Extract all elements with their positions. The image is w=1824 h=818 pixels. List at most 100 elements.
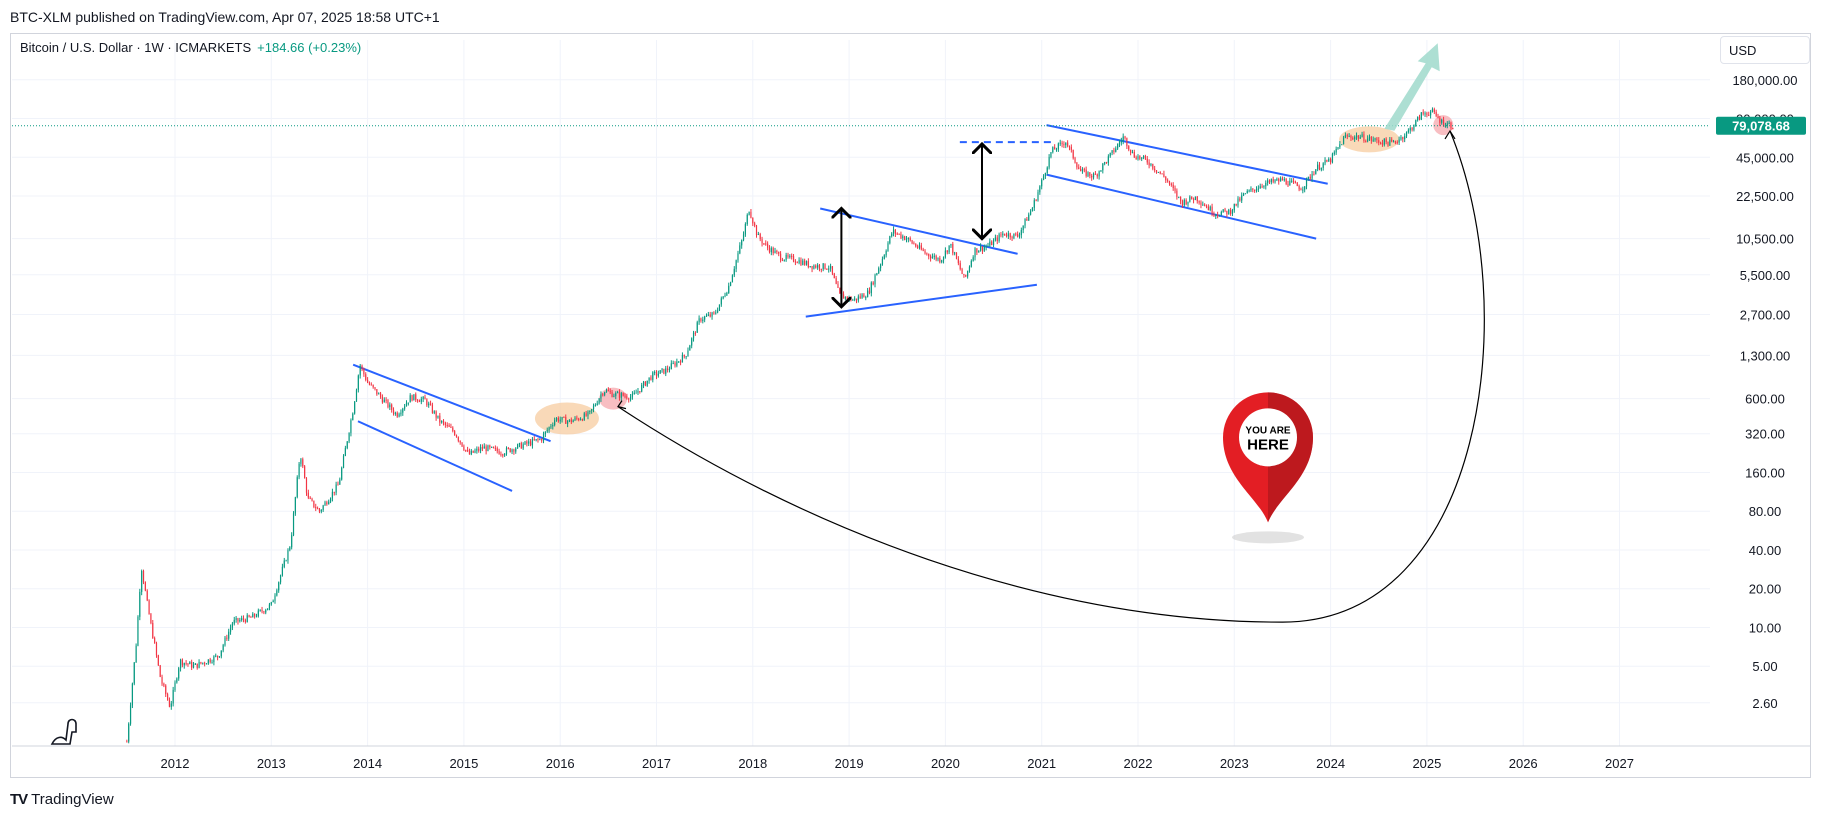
candle-body [183,662,185,666]
x-tick-label: 2024 [1316,756,1345,771]
time-axis: 2012 2013 2014 2015 2016 2017 2018 2019 2020 2021… [12,745,1810,771]
candle-body [802,260,804,265]
candle-body [1291,180,1293,182]
candle-body [842,294,845,299]
candle-body [387,400,389,408]
candle-body [948,245,950,253]
y-tick-label: 2.60 [1752,696,1777,711]
candle-body [867,290,869,298]
candle-body [1265,182,1267,187]
candle-body [670,363,672,370]
candle-body [326,502,328,505]
candle-body [1068,145,1071,148]
candle-body [446,424,448,426]
candle-body [589,410,591,412]
candle-body [485,446,487,452]
candle-body [229,627,232,632]
candle-body [259,609,261,611]
candle-body [1096,174,1098,177]
candle-body [424,396,426,400]
candle-body [689,345,691,351]
candle-body [142,571,145,583]
candle-body [909,237,911,241]
candle-body [254,613,256,617]
candle-body [889,236,891,244]
dinosaur-icon [50,718,77,745]
candle-body [1313,174,1315,176]
candle-body [226,637,228,639]
candle-body [537,439,539,441]
candle-body [926,253,928,255]
candle-body [341,467,343,480]
candle-body [1437,115,1439,119]
candle-body [1255,189,1258,191]
candle-body [876,273,878,276]
candle-body [611,392,613,397]
candle-body [735,260,737,269]
candle-body [1183,199,1185,206]
candle-body [1420,112,1422,120]
candle-body [337,484,339,486]
candle-body [1078,167,1080,170]
candle-body [1000,234,1002,236]
candle-body [681,354,684,363]
candle-body [635,392,637,394]
candle-body [1391,139,1393,142]
candle-body [155,643,158,656]
candle-body [513,449,515,452]
candle-body [1283,179,1285,181]
tradingview-logo[interactable]: TV TradingView [10,791,114,808]
candle-body [1061,142,1063,145]
candle-body [885,250,887,256]
candle-body [248,615,250,617]
candle-body [400,412,402,415]
candle-body [950,243,952,246]
candle-body [972,257,974,261]
y-tick-label: 10,500.00 [1736,232,1794,247]
candle-body [1365,141,1367,143]
candle-body [1270,179,1272,183]
candle-body [928,253,930,257]
x-tick-label: 2026 [1509,756,1538,771]
candle-body [196,663,198,668]
candle-body [811,266,813,269]
candle-body [839,288,841,294]
candle-body [1035,200,1037,202]
candle-body [763,243,765,245]
candle-body [161,676,163,684]
candle-body [417,399,419,402]
candle-body [863,294,865,298]
candle-body [1217,214,1219,216]
candle-body [461,442,463,447]
currency-button[interactable]: USD [1720,36,1810,64]
candle-body [181,659,184,666]
candle-body [285,560,287,562]
y-tick-label: 160.00 [1745,465,1785,480]
candle-body [491,446,493,448]
candle-body [370,384,372,386]
candle-body [1076,162,1078,168]
candle-body [1207,206,1209,211]
candle-body [479,447,482,451]
candle-body [1226,210,1228,215]
curved-projection-arrow [617,130,1485,623]
candle-body [426,399,428,406]
candle-body [515,448,517,452]
candle-body [722,296,724,299]
candle-body [433,411,435,413]
x-tick-label: 2023 [1220,756,1249,771]
candle-body [139,591,141,617]
candle-body [726,292,728,296]
candle-body [968,266,971,272]
candle-body [1430,111,1432,116]
candle-body [415,394,417,400]
candle-body [770,248,772,253]
candle-body [609,391,611,393]
candle-body [672,363,674,365]
candle-body [1415,120,1417,126]
candle-body [1428,114,1430,116]
candle-body [892,229,895,234]
candle-body [1054,147,1056,150]
candle-body [487,445,489,452]
